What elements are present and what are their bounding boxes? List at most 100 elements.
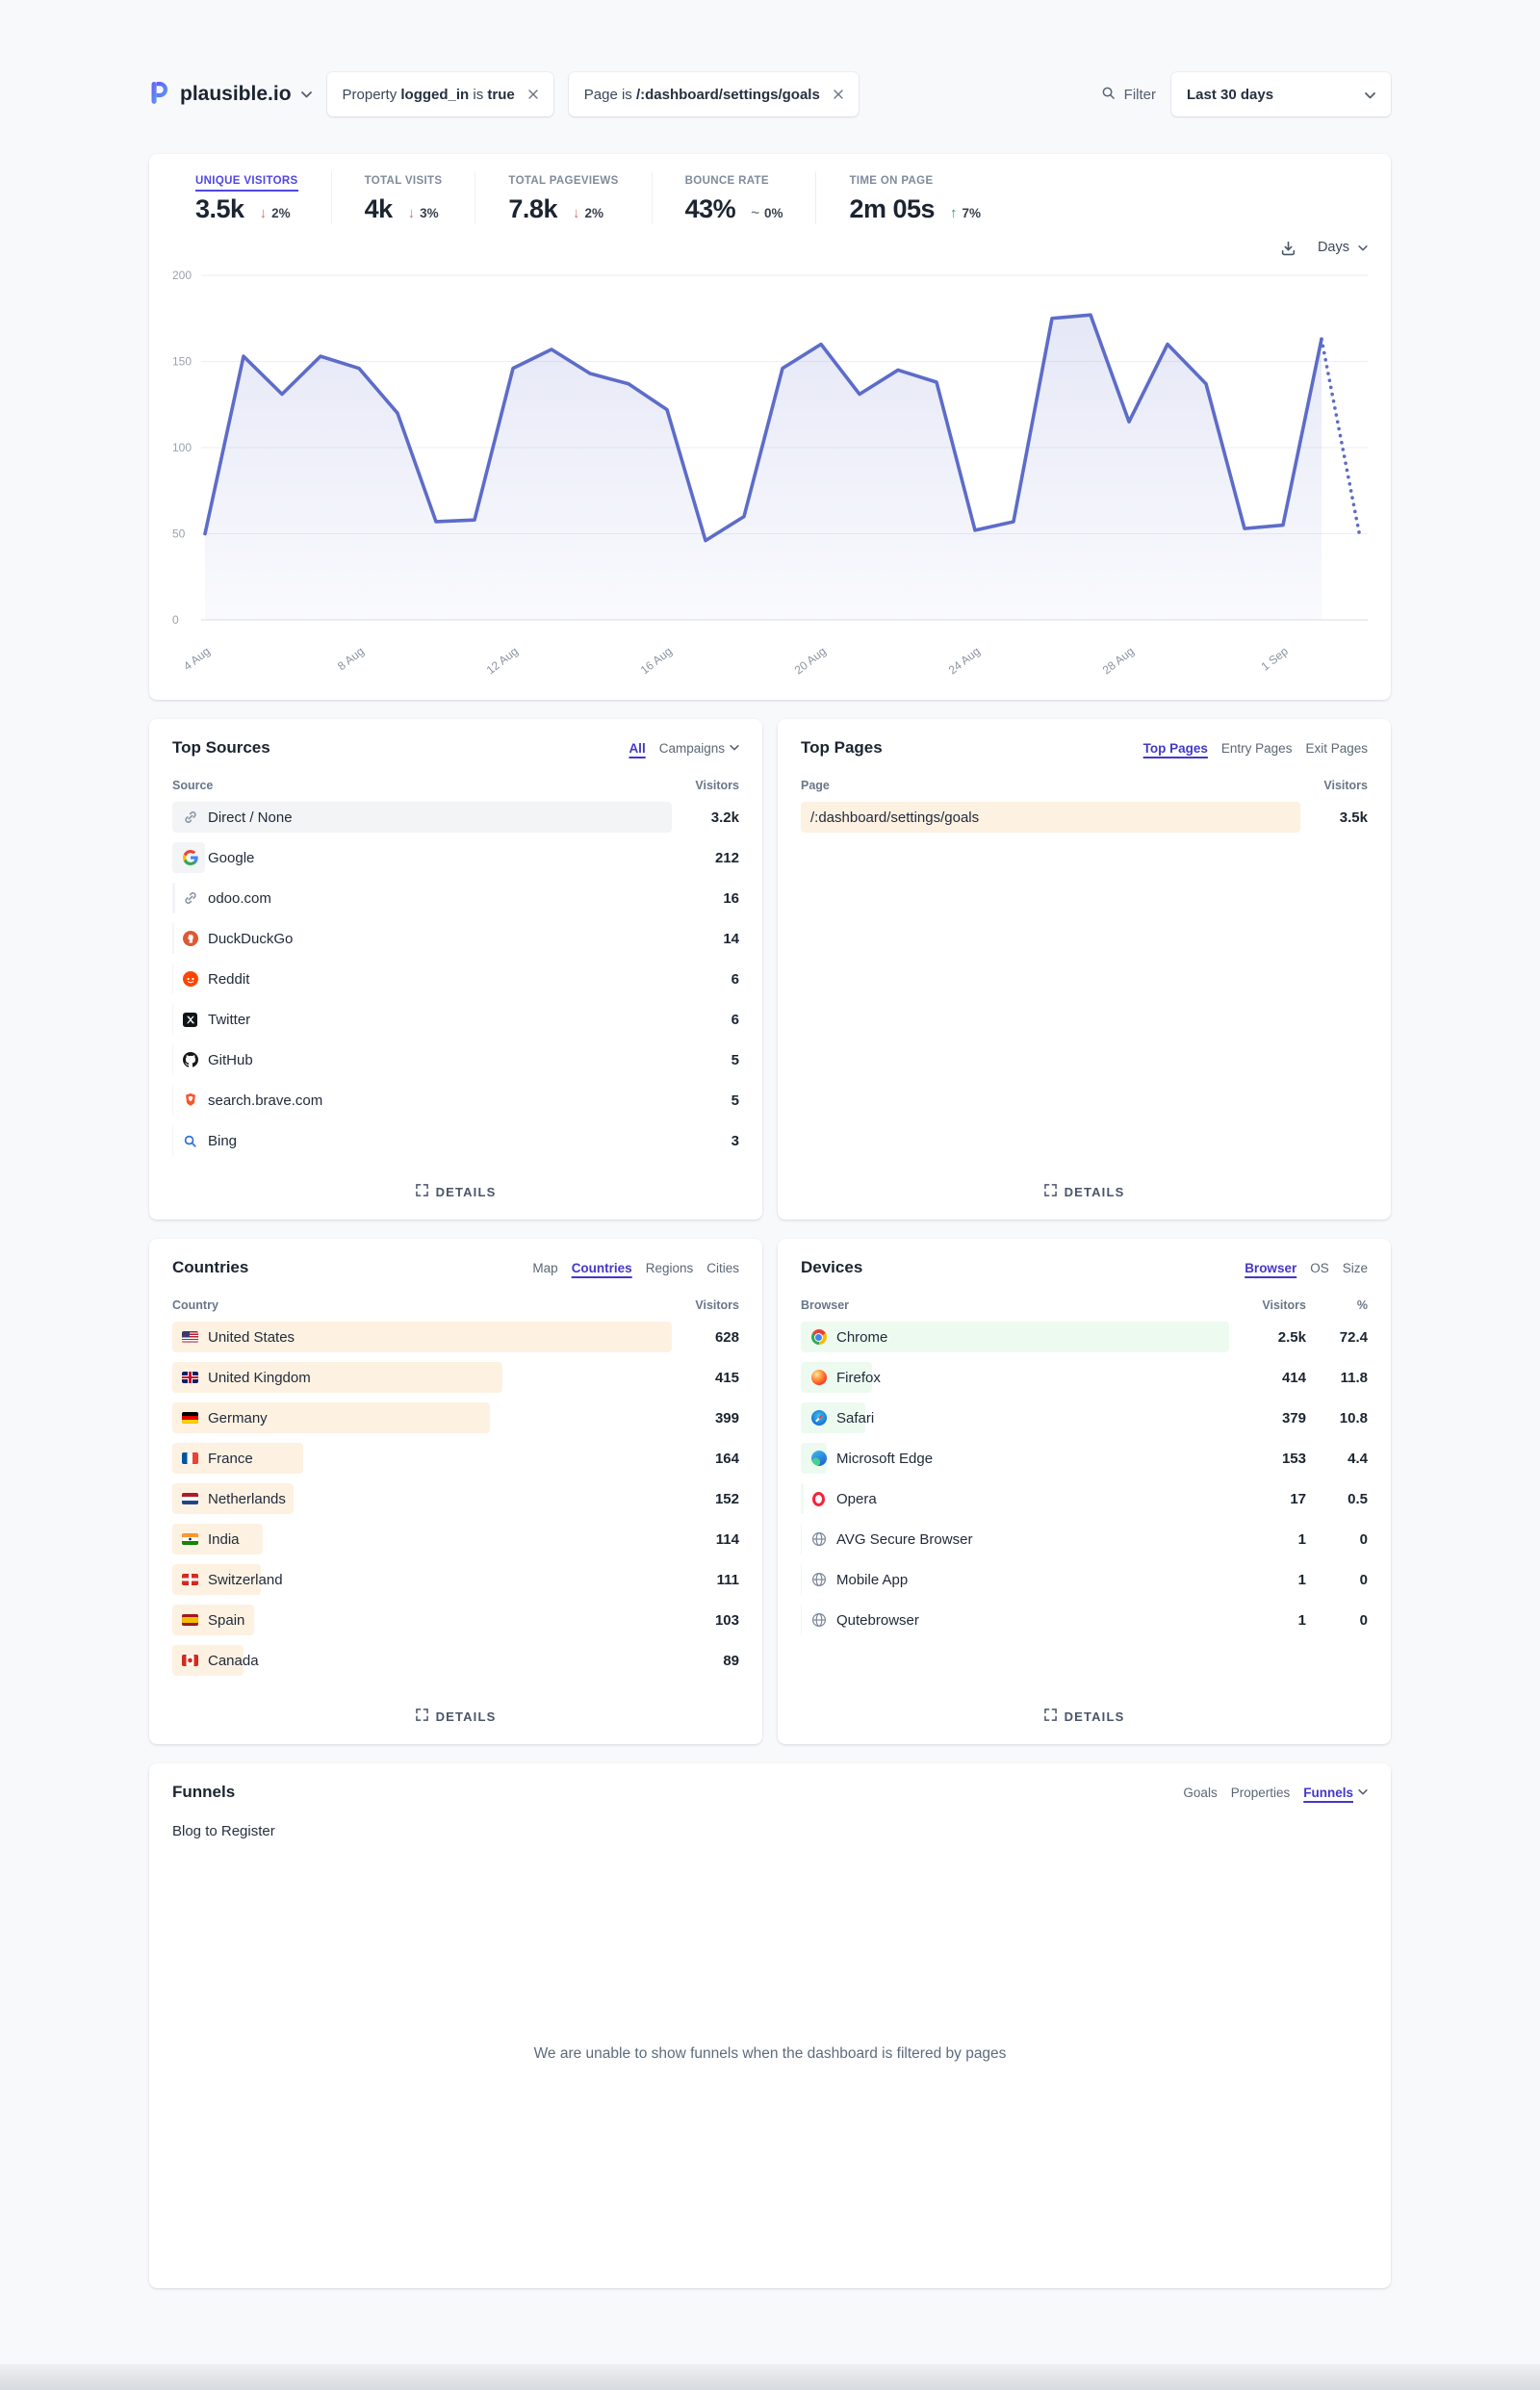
interval-select[interactable]: Days <box>1318 240 1368 255</box>
bing-icon <box>182 1133 198 1149</box>
download-icon[interactable] <box>1280 240 1296 256</box>
tab-os[interactable]: OS <box>1310 1260 1329 1275</box>
tab-funnels[interactable]: Funnels <box>1303 1786 1368 1800</box>
pill-text: Property <box>342 86 401 103</box>
details-button[interactable]: DETAILS <box>1039 1708 1131 1725</box>
close-icon[interactable] <box>834 90 843 99</box>
details-button[interactable]: DETAILS <box>1039 1183 1131 1200</box>
row-visitors: 164 <box>714 1450 739 1467</box>
funnels-tabs: Goals Properties Funnels <box>1183 1786 1368 1800</box>
flag-ca-icon <box>182 1655 198 1666</box>
list-item-united-kingdom[interactable]: United Kingdom 415 <box>172 1362 739 1393</box>
tab-all[interactable]: All <box>629 740 646 756</box>
list-item-odoo-com[interactable]: odoo.com 16 <box>172 883 739 913</box>
list-item-germany[interactable]: Germany 399 <box>172 1402 739 1433</box>
flag-nl-icon <box>182 1493 198 1504</box>
list-item-qutebrowser[interactable]: Qutebrowser 1 0 <box>801 1605 1368 1635</box>
chevron-down-icon <box>730 745 739 751</box>
details-button[interactable]: DETAILS <box>410 1708 502 1725</box>
list-item-opera[interactable]: Opera 17 0.5 <box>801 1483 1368 1514</box>
svg-text:150: 150 <box>172 355 192 369</box>
col-visitors: Visitors <box>695 779 739 792</box>
filter-pill-page[interactable]: Page is /:dashboard/settings/goals <box>568 72 859 116</box>
list-item-india[interactable]: India 114 <box>172 1524 739 1555</box>
stat-total-pageviews[interactable]: TOTAL PAGEVIEWS 7.8k ↓ 2% <box>475 171 651 224</box>
tab-regions[interactable]: Regions <box>645 1260 694 1275</box>
tab-properties[interactable]: Properties <box>1230 1785 1291 1800</box>
stat-time-on-page[interactable]: TIME ON PAGE 2m 05s ↑ 7% <box>815 171 1014 224</box>
tab-map[interactable]: Map <box>532 1260 558 1275</box>
flag-es-icon <box>182 1614 198 1626</box>
tab-browser[interactable]: Browser <box>1245 1260 1297 1275</box>
filter-pill-property[interactable]: Property logged_in is true <box>326 72 553 116</box>
list-item-search-brave-com[interactable]: search.brave.com 5 <box>172 1085 739 1116</box>
row-label: Google <box>208 849 255 866</box>
row-visitors: 103 <box>714 1611 739 1629</box>
stat-total-visits[interactable]: TOTAL VISITS 4k ↓ 3% <box>330 171 475 224</box>
stat-change: ↓ 3% <box>407 205 439 221</box>
list-item-mobile-app[interactable]: Mobile App 1 0 <box>801 1564 1368 1595</box>
list-item-avg-secure-browser[interactable]: AVG Secure Browser 1 0 <box>801 1524 1368 1555</box>
tab-entry-pages[interactable]: Entry Pages <box>1220 740 1293 756</box>
tab-exit-pages[interactable]: Exit Pages <box>1305 740 1368 756</box>
tab-campaigns[interactable]: Campaigns <box>659 741 739 756</box>
stat-unique-visitors[interactable]: UNIQUE VISITORS 3.5k ↓ 2% <box>195 171 331 224</box>
list-item-twitter[interactable]: Twitter 6 <box>172 1004 739 1035</box>
countries-tabs: Map Countries Regions Cities <box>532 1261 739 1275</box>
details-label: DETAILS <box>1064 1184 1125 1199</box>
list-item-bing[interactable]: Bing 3 <box>172 1125 739 1156</box>
list-item-netherlands[interactable]: Netherlands 152 <box>172 1483 739 1514</box>
list-item-direct-none[interactable]: Direct / None 3.2k <box>172 802 739 833</box>
col-visitors: Visitors <box>1262 1298 1306 1312</box>
list-item-safari[interactable]: Safari 379 10.8 <box>801 1402 1368 1433</box>
tab-goals[interactable]: Goals <box>1183 1785 1218 1800</box>
filter-button[interactable]: Filter <box>1101 86 1156 104</box>
tab-top-pages[interactable]: Top Pages <box>1142 740 1208 756</box>
row-label: odoo.com <box>208 889 271 907</box>
details-button[interactable]: DETAILS <box>410 1183 502 1200</box>
funnel-name[interactable]: Blog to Register <box>172 1823 275 1839</box>
list-item-spain[interactable]: Spain 103 <box>172 1605 739 1635</box>
row-percent: 0.5 <box>1348 1490 1368 1507</box>
list-item-reddit[interactable]: Reddit 6 <box>172 964 739 994</box>
site-switcher[interactable]: plausible.io <box>149 80 312 110</box>
row-label: Qutebrowser <box>836 1611 919 1629</box>
stat-label: TOTAL PAGEVIEWS <box>508 175 619 187</box>
devices-card: Devices Browser OS Size Browser Visitors %… <box>778 1239 1391 1744</box>
pages-tabs: Top Pages Entry Pages Exit Pages <box>1143 741 1368 756</box>
date-range-select[interactable]: Last 30 days <box>1171 72 1391 116</box>
tab-cities[interactable]: Cities <box>706 1260 739 1275</box>
visitors-chart[interactable]: 0 50 100 150 200 4 Aug 8 Aug 12 Aug 16 Aug 20 Aug… <box>172 264 1368 680</box>
row-label: search.brave.com <box>208 1092 323 1109</box>
svg-text:28 Aug: 28 Aug <box>1100 644 1137 677</box>
stat-label: UNIQUE VISITORS <box>195 175 298 192</box>
list-item-microsoft-edge[interactable]: Microsoft Edge 153 4.4 <box>801 1443 1368 1474</box>
close-icon[interactable] <box>528 90 538 99</box>
list-item-chrome[interactable]: Chrome 2.5k 72.4 <box>801 1322 1368 1352</box>
stat-bounce-rate[interactable]: BOUNCE RATE 43% ~0% <box>651 171 816 224</box>
flag-de-icon <box>182 1412 198 1424</box>
list-item-duckduckgo[interactable]: DuckDuckGo 14 <box>172 923 739 954</box>
stat-label: TOTAL VISITS <box>364 175 443 187</box>
pill-text: is <box>469 86 488 103</box>
list-item-canada[interactable]: Canada 89 <box>172 1645 739 1676</box>
sources-rows: Direct / None 3.2k Google 212 odoo.com 16 Duck… <box>172 802 739 1166</box>
list-item-france[interactable]: France 164 <box>172 1443 739 1474</box>
list-item-switzerland[interactable]: Switzerland 111 <box>172 1564 739 1595</box>
duckduckgo-icon <box>182 931 198 947</box>
list-item-dashboard-settings-goals[interactable]: /:dashboard/settings/goals 3.5k <box>801 802 1368 833</box>
list-item-google[interactable]: Google 212 <box>172 842 739 873</box>
flag-ch-icon <box>182 1574 198 1585</box>
list-item-united-states[interactable]: United States 628 <box>172 1322 739 1352</box>
row-label: India <box>208 1530 240 1548</box>
row-visitors: 1 <box>1297 1611 1306 1629</box>
row-visitors: 6 <box>731 970 739 988</box>
plausible-logo-icon <box>149 80 170 110</box>
stat-label: TIME ON PAGE <box>849 175 934 187</box>
row-visitors: 17 <box>1290 1490 1306 1507</box>
tab-countries[interactable]: Countries <box>571 1260 632 1275</box>
list-item-github[interactable]: GitHub 5 <box>172 1044 739 1075</box>
list-item-firefox[interactable]: Firefox 414 11.8 <box>801 1362 1368 1393</box>
tab-size[interactable]: Size <box>1342 1260 1368 1275</box>
